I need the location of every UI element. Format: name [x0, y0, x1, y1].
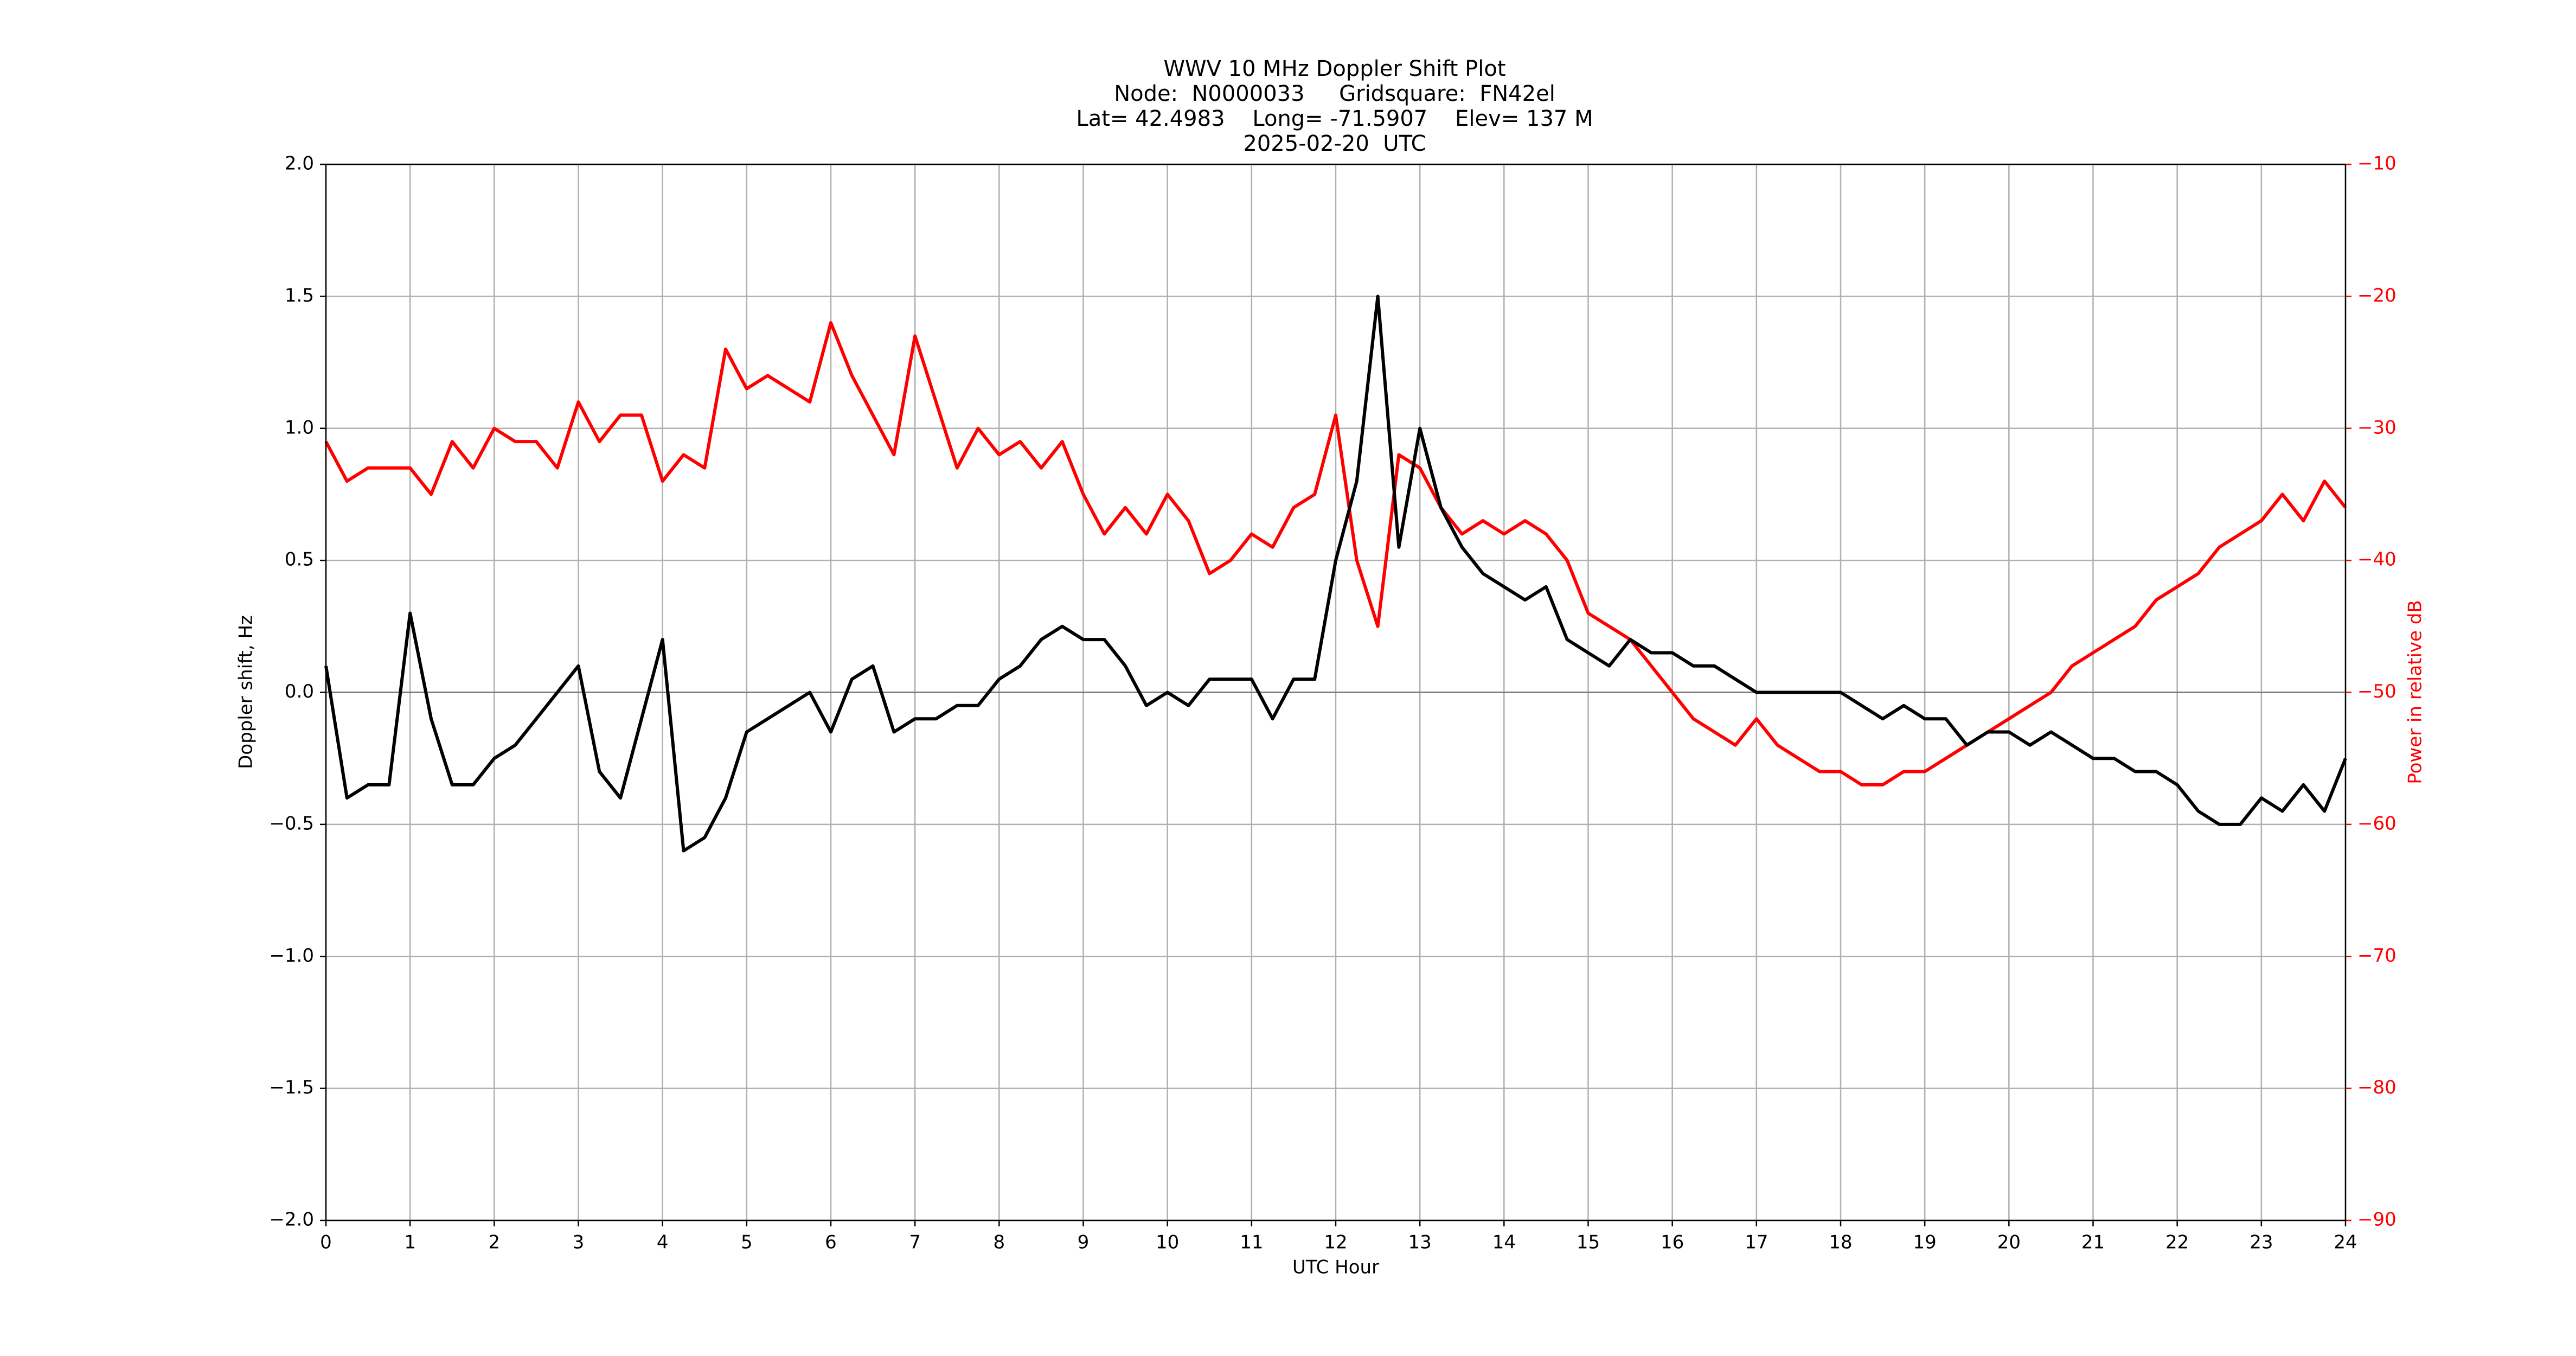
chart-title: WWV 10 MHz Doppler Shift Plot [1163, 56, 1505, 81]
x-tick-label: 16 [1661, 1232, 1684, 1253]
y2-tick-label: −80 [2357, 1077, 2396, 1098]
y-tick-label: 1.0 [285, 417, 314, 438]
series-line [324, 321, 2347, 786]
y2-tick-label: −90 [2357, 1209, 2396, 1231]
y-tick-label: −0.5 [269, 813, 314, 834]
y2-tick-label: −70 [2357, 945, 2396, 967]
x-tick-label: 5 [741, 1232, 753, 1253]
x-tick-label: 18 [1829, 1232, 1852, 1253]
x-tick-label: 22 [2165, 1232, 2189, 1253]
x-tick-label: 2 [489, 1232, 501, 1253]
y2-tick-label: −60 [2357, 813, 2396, 834]
x-tick-label: 8 [994, 1232, 1005, 1253]
y-tick-label: 0.0 [285, 681, 314, 702]
series-line [324, 295, 2347, 853]
y2-axis-label: Power in relative dB [2405, 600, 2426, 784]
x-tick-label: 13 [1408, 1232, 1432, 1253]
x-tick-label: 3 [573, 1232, 585, 1253]
x-tick-label: 0 [320, 1232, 332, 1253]
chart-subtitle: Node: N0000033 Gridsquare: FN42el [1114, 81, 1555, 106]
x-tick-label: 19 [1913, 1232, 1937, 1253]
y-tick-label: −1.0 [269, 945, 314, 967]
y-axis-label: Doppler shift, Hz [235, 615, 257, 769]
y-tick-label: −1.5 [269, 1077, 314, 1098]
x-tick-label: 7 [909, 1232, 921, 1253]
x-tick-label: 4 [657, 1232, 669, 1253]
x-tick-label: 11 [1240, 1232, 1263, 1253]
x-tick-label: 23 [2250, 1232, 2273, 1253]
y-tick-label: −2.0 [269, 1209, 314, 1231]
y-tick-label: 2.0 [285, 153, 314, 175]
x-tick-label: 9 [1078, 1232, 1090, 1253]
y2-tick-label: −20 [2357, 285, 2396, 306]
y-tick-label: 0.5 [285, 549, 314, 571]
chart-subtitle: Lat= 42.4983 Long= -71.5907 Elev= 137 M [1076, 106, 1593, 131]
x-tick-label: 24 [2334, 1232, 2357, 1253]
y2-tick-label: −30 [2357, 417, 2396, 438]
y2-tick-label: −40 [2357, 549, 2396, 571]
x-tick-label: 14 [1492, 1232, 1516, 1253]
y2-tick-label: −10 [2357, 153, 2396, 175]
x-tick-label: 20 [1997, 1232, 2021, 1253]
x-tick-label: 12 [1324, 1232, 1347, 1253]
x-tick-label: 10 [1156, 1232, 1179, 1253]
x-tick-label: 17 [1745, 1232, 1768, 1253]
y2-tick-label: −50 [2357, 681, 2396, 702]
chart-subtitle: 2025-02-20 UTC [1243, 131, 1426, 156]
x-tick-label: 21 [2081, 1232, 2105, 1253]
x-tick-label: 6 [825, 1232, 837, 1253]
x-tick-label: 1 [404, 1232, 416, 1253]
plot-frame [325, 163, 2347, 1221]
x-axis-label: UTC Hour [1292, 1257, 1379, 1278]
y-tick-label: 1.5 [285, 285, 314, 306]
x-tick-label: 15 [1577, 1232, 1600, 1253]
